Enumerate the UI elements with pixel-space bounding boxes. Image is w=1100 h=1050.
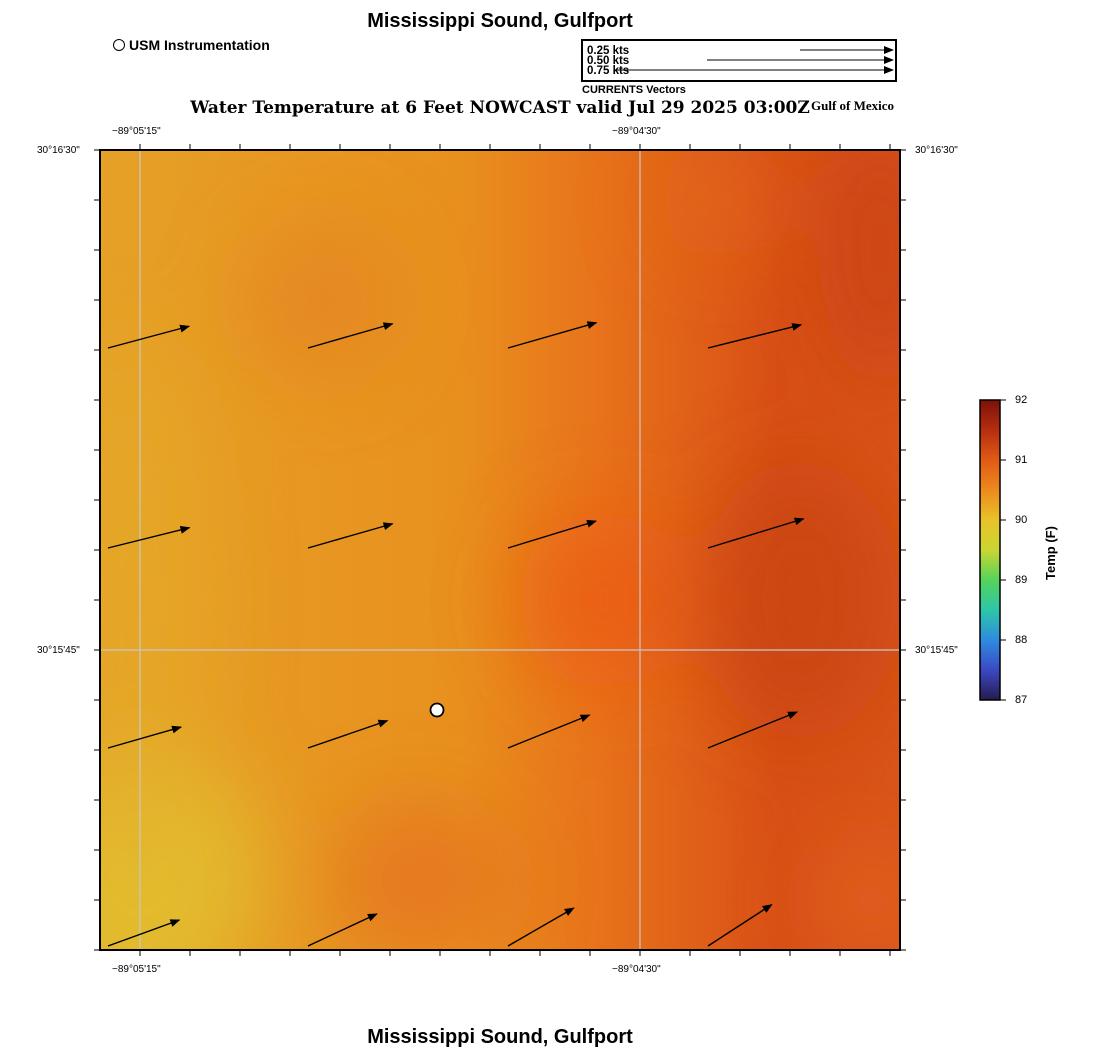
region-label: Gulf of Mexico — [811, 98, 895, 113]
vector-legend-box: 0.25 kts 0.50 kts 0.75 kts — [581, 39, 897, 82]
current-vector-arrow — [307, 522, 394, 549]
map-title: Mississippi Sound, Gulfport — [367, 10, 633, 32]
vector-legend-caption: CURRENTS Vectors — [582, 84, 686, 96]
current-vector-arrow — [307, 719, 389, 749]
current-vector-arrow — [107, 725, 183, 749]
current-vector-arrow — [707, 323, 803, 349]
colorbar-tick-label: 91 — [1015, 454, 1028, 466]
usm-station-marker[interactable] — [429, 702, 445, 718]
lon-label-bottom-2: −89°04'30" — [612, 964, 661, 975]
colorbar-tick-label: 92 — [1015, 394, 1028, 406]
legend-arrows — [614, 46, 894, 74]
colorbar-tick-label: 88 — [1015, 634, 1028, 646]
current-vector-arrow — [707, 517, 805, 549]
lon-label-top-2: −89°04'30" — [612, 126, 661, 137]
marker-legend: USM Instrumentation — [113, 37, 270, 53]
lat-label-right-2: 30°15'45" — [915, 645, 958, 656]
lat-label-left-2: 30°15'45" — [37, 645, 80, 656]
colorbar-tick-label: 89 — [1015, 574, 1028, 586]
current-vector-arrow — [307, 913, 378, 947]
map-ticks — [94, 144, 906, 956]
usm-marker-icon — [113, 39, 125, 51]
lat-label-right-1: 30°16'30" — [915, 145, 958, 156]
temperature-field — [100, 150, 900, 950]
lon-label-top-1: −89°05'15" — [112, 126, 161, 137]
legend-row-label: 0.50 kts — [587, 55, 630, 67]
current-vector-arrow — [107, 919, 181, 947]
map-gridlines — [100, 150, 900, 950]
colorbar-title: Temp (F) — [1043, 526, 1058, 580]
colorbar-ticks — [1000, 399, 1006, 701]
map-subtitle: Water Temperature at 6 Feet NOWCAST vali… — [190, 98, 810, 118]
current-vector-arrow — [307, 322, 394, 349]
marker-legend-label: USM Instrumentation — [129, 37, 270, 53]
footer-title: Mississippi Sound, Gulfport — [367, 1026, 633, 1048]
colorbar — [979, 399, 1001, 701]
current-vector-arrow — [507, 321, 598, 349]
current-vector-arrow — [507, 907, 575, 947]
lat-label-left-1: 30°16'30" — [37, 145, 80, 156]
current-vector-arrow — [707, 711, 798, 749]
current-vector-arrow — [507, 519, 597, 549]
current-vector-arrow — [107, 324, 191, 349]
legend-row-label: 0.75 kts — [587, 65, 630, 77]
legend-row-label: 0.25 kts — [587, 45, 630, 57]
lon-label-bottom-1: −89°05'15" — [112, 964, 161, 975]
colorbar-tick-label: 87 — [1015, 694, 1028, 706]
current-vector-arrow — [507, 714, 591, 749]
current-vectors — [107, 321, 805, 947]
current-vector-arrow — [107, 525, 191, 549]
colorbar-tick-label: 90 — [1015, 514, 1028, 526]
current-vector-arrow — [707, 904, 773, 947]
